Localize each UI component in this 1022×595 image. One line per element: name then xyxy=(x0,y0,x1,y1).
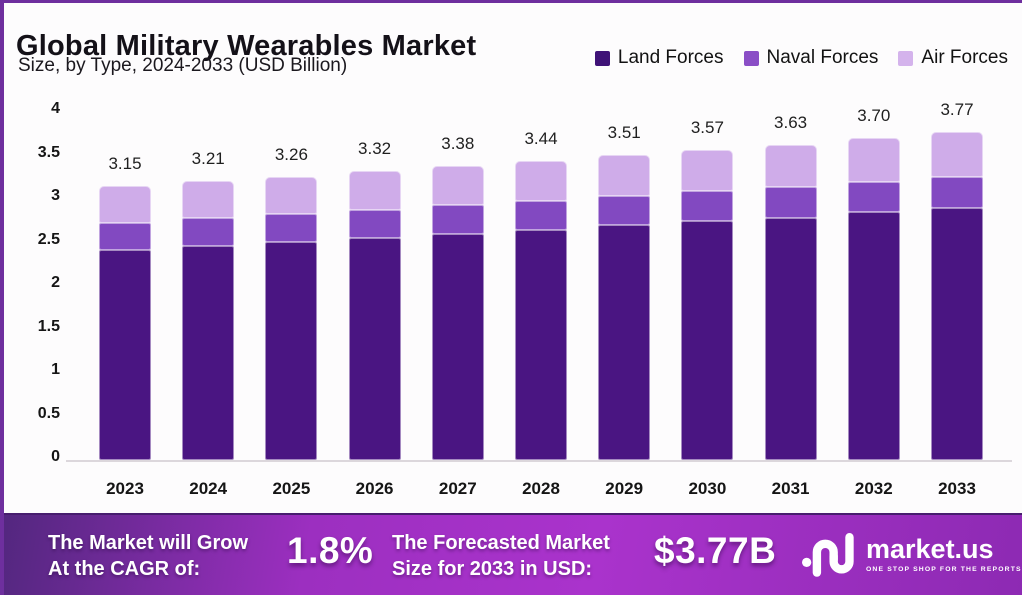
bar-total-label: 3.51 xyxy=(607,122,641,142)
bar-segment-naval-forces xyxy=(847,181,900,213)
bar-segment-land-forces xyxy=(431,234,484,460)
bar-segment-naval-forces xyxy=(681,191,734,221)
bar-segment-naval-forces xyxy=(431,205,484,235)
bar-total-label: 3.26 xyxy=(274,144,308,164)
cagr-label-line2: At the CAGR of: xyxy=(48,558,201,580)
forecast-value: $3.77B xyxy=(654,530,777,571)
bar-total-label: 3.38 xyxy=(441,134,475,154)
bar-segment-naval-forces xyxy=(348,209,401,239)
bar-segment-land-forces xyxy=(598,225,651,460)
chart-legend: Land Forces Naval Forces Air Forces xyxy=(594,47,1008,69)
forecast-label-line1: The Forecasted Market xyxy=(392,532,610,554)
x-axis-label: 2029 xyxy=(605,479,644,498)
legend-label: Air Forces xyxy=(921,47,1008,68)
bar-segment-air-forces xyxy=(598,154,651,196)
bar-segment-air-forces xyxy=(348,171,401,210)
legend-swatch-naval-forces xyxy=(743,50,759,66)
bar-segment-land-forces xyxy=(764,217,817,460)
x-axis-label: 2028 xyxy=(522,479,560,498)
bar-segment-naval-forces xyxy=(598,195,651,226)
legend-label: Naval Forces xyxy=(766,47,879,68)
bar-segment-land-forces xyxy=(348,238,401,460)
y-axis-tick-label: 2.5 xyxy=(37,230,60,248)
bar-segment-air-forces xyxy=(931,132,983,177)
bar-segment-land-forces xyxy=(182,246,235,460)
bar-segment-air-forces xyxy=(182,181,235,219)
y-axis-tick-label: 0 xyxy=(51,448,60,465)
legend-label: Land Forces xyxy=(617,47,724,68)
bar-segment-land-forces xyxy=(681,221,734,460)
bar-segment-air-forces xyxy=(515,161,567,202)
y-axis-tick-label: 2 xyxy=(51,274,60,292)
brand-name: market.us xyxy=(866,533,994,564)
y-axis-tick-label: 1 xyxy=(51,361,60,379)
x-axis-label: 2030 xyxy=(688,479,727,498)
x-axis-label: 2023 xyxy=(106,479,144,498)
bar-total-label: 3.21 xyxy=(191,149,225,169)
x-axis-label: 2033 xyxy=(938,479,976,498)
bar-total-label: 3.15 xyxy=(108,154,142,174)
legend-swatch-land-forces xyxy=(594,50,610,66)
market-us-logo-icon xyxy=(802,533,854,577)
bar-segment-naval-forces xyxy=(99,222,151,250)
bar-total-label: 3.77 xyxy=(940,100,974,120)
page-title: Global Military Wearables Market xyxy=(16,30,477,63)
x-axis-label: 2031 xyxy=(771,479,810,498)
x-axis-label: 2024 xyxy=(189,479,228,498)
y-axis-tick-label: 4 xyxy=(51,100,60,118)
legend-item-air-forces: Air Forces xyxy=(898,47,1008,69)
bar-segment-naval-forces xyxy=(515,201,567,230)
legend-item-naval-forces: Naval Forces xyxy=(743,47,879,69)
bar-total-label: 3.57 xyxy=(690,117,724,137)
bar-total-label: 3.70 xyxy=(857,106,891,126)
bar-segment-air-forces xyxy=(99,186,151,223)
brand-text: market.us ONE STOP SHOP FOR THE REPORTS xyxy=(866,533,1022,573)
bar-segment-naval-forces xyxy=(764,187,817,218)
cagr-label-line1: The Market will Grow xyxy=(48,532,249,554)
bar-segment-land-forces xyxy=(265,241,318,460)
bar-segment-land-forces xyxy=(515,229,567,460)
bar-segment-air-forces xyxy=(681,149,734,192)
bar-segment-air-forces xyxy=(431,166,484,206)
bar-segment-air-forces xyxy=(764,144,817,188)
bar-segment-naval-forces xyxy=(931,176,983,208)
bar-segment-land-forces xyxy=(931,207,983,460)
bar-total-label: 3.63 xyxy=(774,112,808,132)
bar-segment-air-forces xyxy=(265,176,318,215)
y-axis-tick-label: 0.5 xyxy=(37,404,60,422)
bar-segment-air-forces xyxy=(847,138,900,182)
cagr-label: The Market will Grow At the CAGR of: xyxy=(48,530,248,582)
bar-total-label: 3.44 xyxy=(524,129,558,149)
bar-segment-naval-forces xyxy=(182,218,235,247)
x-axis-label: 2032 xyxy=(854,479,893,498)
forecast-label: The Forecasted Market Size for 2033 in U… xyxy=(392,530,610,582)
bar-total-label: 3.32 xyxy=(358,139,392,159)
legend-item-land-forces: Land Forces xyxy=(594,47,724,69)
x-axis-label: 2027 xyxy=(438,479,477,498)
brand-logo: market.us ONE STOP SHOP FOR THE REPORTS xyxy=(802,531,1022,577)
bar-segment-land-forces xyxy=(99,249,151,460)
y-axis-tick-label: 3.5 xyxy=(37,143,60,161)
brand-tagline: ONE STOP SHOP FOR THE REPORTS xyxy=(866,565,1022,573)
x-axis-label: 2026 xyxy=(355,479,394,498)
y-axis-tick-label: 3 xyxy=(51,187,60,205)
chart-subtitle: Size, by Type, 2024-2033 (USD Billion) xyxy=(18,55,348,76)
y-axis-tick-label: 1.5 xyxy=(37,317,60,335)
footer-banner: The Market will Grow At the CAGR of: 1.8… xyxy=(4,513,1022,595)
cagr-value: 1.8% xyxy=(287,530,374,571)
legend-swatch-air-forces xyxy=(898,50,914,66)
x-axis-label: 2025 xyxy=(272,479,311,498)
bar-segment-land-forces xyxy=(847,212,900,460)
forecast-label-line2: Size for 2033 in USD: xyxy=(392,558,593,580)
stacked-bar-chart: 4 3.5 3 2.5 2 1.5 1 0.5 0 3.15 2023 3.21 2024 3.26 202… xyxy=(4,3,1022,595)
bar-segment-naval-forces xyxy=(265,214,318,242)
x-axis-line xyxy=(66,460,1012,462)
